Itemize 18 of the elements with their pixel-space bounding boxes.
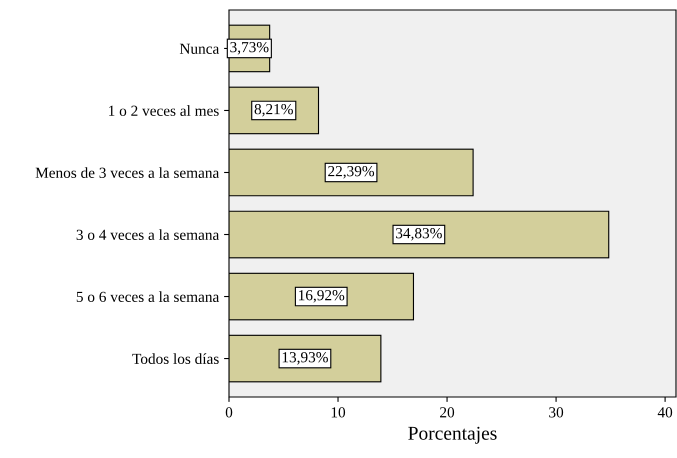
y-tick-label: 1 o 2 veces al mes (109, 105, 219, 116)
data-label: 22,39% (328, 166, 374, 179)
x-axis-title: Porcentajes (408, 426, 497, 444)
x-tick-label: 30 (549, 407, 564, 418)
y-tick-label: Menos de 3 veces a la semana (36, 167, 220, 178)
x-tick-label: 0 (226, 407, 232, 418)
y-tick-label: Nunca (180, 44, 220, 54)
x-tick-label: 20 (440, 407, 454, 418)
y-tick-label: 5 o 6 veces a la semana (76, 291, 220, 302)
data-label: 34,83% (396, 228, 442, 241)
data-label: 16,92% (299, 290, 344, 303)
y-tick-label: Todos los días (132, 353, 219, 364)
x-tick-label: 40 (658, 407, 672, 418)
x-tick-label: 10 (332, 407, 346, 418)
data-label: 13,93% (282, 352, 328, 365)
data-label: 3,73% (230, 42, 269, 54)
y-tick-label: 3 o 4 veces a la semana (76, 229, 220, 240)
data-label: 8,21% (254, 104, 293, 116)
